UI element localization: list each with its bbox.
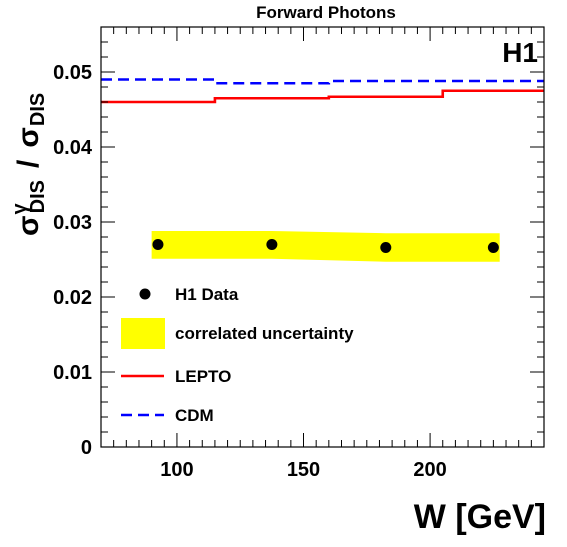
axis-ticks-layer — [100, 26, 545, 448]
legend: H1 Data correlated uncertainty LEPTO CDM — [121, 285, 354, 425]
y-label-subscript-2: DIS — [27, 93, 49, 126]
y-axis-label-text: σγDIS/σDIS — [9, 93, 49, 236]
x-tick-label: 150 — [287, 459, 320, 481]
legend-label-uncertainty: correlated uncertainty — [175, 324, 354, 343]
y-label-superscript: γ — [9, 202, 31, 214]
legend-swatch-uncertainty — [121, 318, 165, 349]
lepto-line — [101, 89, 544, 104]
uncertainty-band-layer — [151, 231, 500, 262]
legend-label-data: H1 Data — [175, 285, 239, 304]
y-tick-label: 0.01 — [53, 362, 92, 384]
legend-swatch-data — [139, 288, 151, 300]
y-label-sigma-1: σ — [12, 215, 45, 236]
y-tick-label: 0.05 — [53, 62, 92, 84]
x-tick-label: 200 — [413, 459, 446, 481]
chart-title: Forward Photons — [256, 3, 396, 22]
data-point-3 — [380, 242, 392, 253]
y-tick-label: 0.04 — [53, 137, 93, 159]
y-label-sigma-2: σ — [12, 127, 45, 148]
uncertainty-band — [151, 231, 500, 262]
cdm-line — [101, 78, 544, 85]
data-point-4 — [487, 242, 499, 253]
y-tick-label: 0.03 — [53, 212, 92, 234]
y-label-subscript-1: DIS — [27, 180, 49, 213]
data-point-2 — [266, 239, 278, 250]
x-tick-label: 100 — [160, 459, 193, 481]
data-points-layer — [152, 239, 499, 253]
model-lines-layer — [101, 78, 544, 104]
tick-labels-layer: 100 150 200 0 0.01 0.02 0.03 0.04 0.05 — [53, 62, 447, 481]
y-tick-label: 0.02 — [53, 287, 92, 309]
y-label-separator: / — [12, 159, 45, 168]
x-axis-label: W [GeV] — [414, 498, 546, 536]
data-point-1 — [152, 239, 164, 250]
y-tick-label: 0 — [81, 437, 92, 459]
experiment-label: H1 — [502, 37, 538, 68]
legend-label-lepto: LEPTO — [175, 367, 231, 386]
y-axis-label: σγDIS/σDIS — [9, 93, 49, 236]
legend-label-cdm: CDM — [175, 406, 214, 425]
